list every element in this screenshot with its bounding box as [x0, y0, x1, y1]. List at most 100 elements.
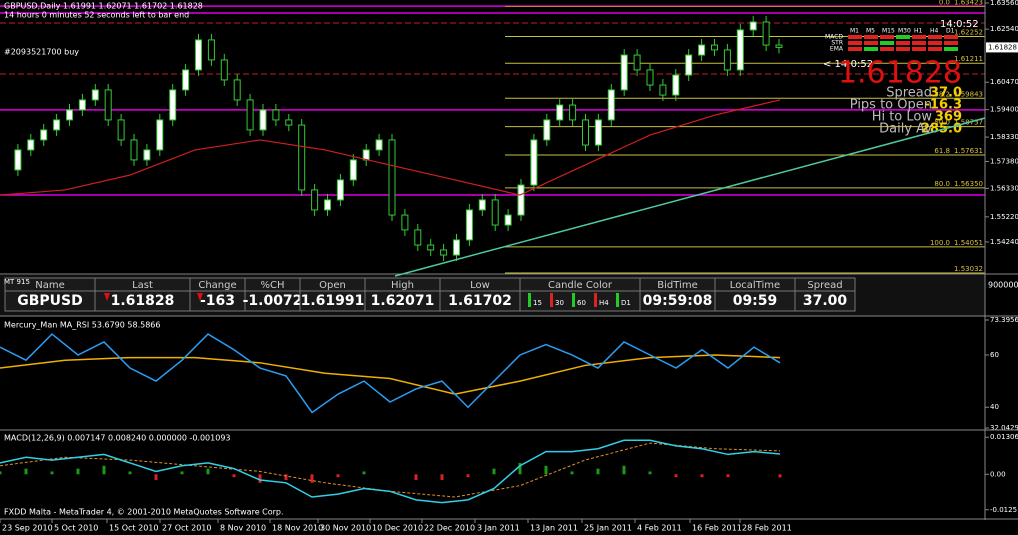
- price-tick-label: 1.62540: [990, 25, 1018, 33]
- macd-histogram: [336, 474, 340, 478]
- candle: [607, 89, 615, 121]
- stat-label: Hi to Low: [872, 110, 933, 125]
- stat-value: 37.0: [930, 86, 962, 101]
- candle: [53, 119, 61, 131]
- widget-cell: [880, 41, 894, 45]
- candle-color-tf: D1: [621, 299, 631, 307]
- fib-level: 100.0: [930, 239, 950, 247]
- table-header: Name: [35, 280, 65, 291]
- table-header: %CH: [260, 280, 284, 291]
- candle: [582, 119, 589, 146]
- macd-histogram: [518, 462, 522, 475]
- table-value: 1.62071: [371, 293, 435, 309]
- trend-line: [394, 117, 986, 277]
- value-cell: [794, 290, 856, 312]
- macd-histogram: [492, 468, 496, 475]
- macd-histogram: [102, 465, 106, 475]
- stat-label: Spread: [886, 86, 932, 101]
- macd-histogram: [596, 468, 600, 475]
- date-label: 28 Feb 2011: [742, 524, 792, 533]
- candle: [762, 21, 770, 46]
- macd-histogram: [414, 474, 418, 480]
- fib-level: 38.2: [934, 90, 950, 98]
- candle: [659, 84, 667, 96]
- candle: [543, 119, 551, 141]
- stat-label: Pips to Open: [850, 98, 932, 113]
- macd-histogram: [726, 474, 730, 478]
- symbol-line: GBPUSD,Daily 1.61991 1.62071 1.61702 1.6…: [4, 2, 203, 11]
- candle: [465, 209, 473, 241]
- candle: [633, 54, 641, 71]
- widget-cell: [944, 35, 958, 39]
- fib-price: 1.59843: [954, 90, 983, 98]
- macd-histogram: [258, 474, 262, 483]
- candle: [117, 119, 125, 141]
- candle: [324, 199, 331, 211]
- macd-histogram: [180, 471, 184, 475]
- price-tick-label: 1.58330: [990, 133, 1018, 141]
- candle: [427, 244, 435, 251]
- widget-tf: M15: [882, 28, 895, 35]
- candle: [594, 119, 602, 146]
- candle: [272, 109, 280, 121]
- table-header: BidTime: [657, 280, 697, 291]
- widget-tf: M1: [850, 28, 859, 35]
- macd-histogram: [154, 474, 158, 480]
- candle: [156, 119, 164, 151]
- fib-price: 1.62252: [954, 29, 983, 37]
- candle-color-tf: H4: [599, 299, 609, 307]
- macd-histogram: [674, 474, 678, 478]
- candle: [246, 99, 254, 131]
- candle-color-tf: 15: [533, 299, 542, 307]
- table-header: Low: [470, 280, 490, 291]
- candle: [285, 119, 293, 126]
- candle: [259, 109, 267, 131]
- widget-cell: [944, 47, 958, 51]
- fib-price: 1.56350: [954, 180, 983, 188]
- candle: [182, 69, 190, 91]
- macd-histogram: [700, 474, 704, 478]
- stat-value: 369: [935, 110, 962, 125]
- candle: [401, 214, 409, 231]
- down-arrow: [197, 293, 203, 301]
- timer-line: 14 hours 0 minutes 52 seconds left to ba…: [4, 11, 189, 20]
- last-price-box: [986, 42, 1018, 53]
- fib-level: 50.0: [934, 119, 950, 127]
- widget-cell: [928, 41, 942, 45]
- macd-histogram: [440, 474, 444, 480]
- candle: [556, 104, 564, 121]
- table-value: -163: [200, 293, 235, 309]
- widget-cell: [848, 35, 862, 39]
- table-value: 37.00: [803, 293, 848, 309]
- rsi-tick-label: 73.3956: [990, 316, 1018, 324]
- price-tick-label: 1.56330: [990, 184, 1018, 192]
- candle: [27, 139, 35, 151]
- widget-cell: [912, 35, 926, 39]
- macd-histogram: [50, 471, 54, 475]
- widget-row: STR: [831, 40, 843, 47]
- candle: [569, 104, 577, 121]
- macd-histogram: [0, 471, 2, 475]
- macd-histogram: [310, 474, 314, 483]
- rsi-tick-label: 60: [990, 351, 999, 359]
- date-label: 18 Nov 2010: [272, 524, 323, 533]
- candle: [672, 74, 680, 96]
- candle-color-tf: 30: [555, 299, 564, 307]
- table-header: Spread: [807, 280, 842, 291]
- candle: [66, 109, 73, 121]
- table-tag: MT 915: [4, 278, 30, 286]
- candle: [478, 199, 486, 211]
- price-tick-label: 1.63560: [990, 0, 1018, 7]
- table-value: -1.0072: [243, 293, 303, 309]
- moving-average: [0, 99, 781, 196]
- candle: [91, 89, 99, 101]
- date-label: 16 Feb 2011: [692, 524, 742, 533]
- candle: [78, 99, 86, 111]
- widget-cell: [848, 47, 862, 51]
- widget-cell: [896, 47, 910, 51]
- macd-histogram: [284, 474, 288, 480]
- candle: [620, 54, 628, 91]
- widget-cell: [928, 47, 942, 51]
- candle: [453, 239, 460, 256]
- candle-color-bar: [550, 293, 553, 307]
